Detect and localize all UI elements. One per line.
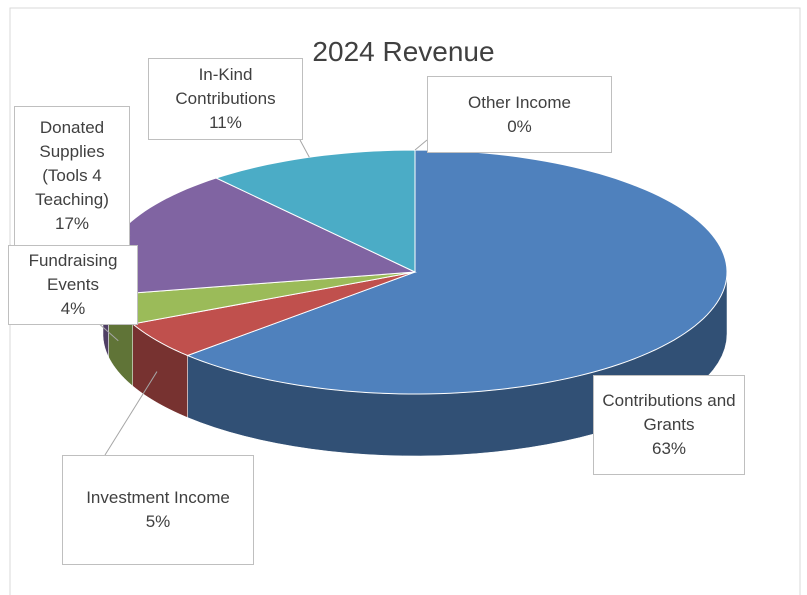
data-label: Donated Supplies (Tools 4 Teaching) 17%	[14, 106, 130, 246]
data-label: Fundraising Events 4%	[8, 245, 138, 325]
category-name: Donated Supplies (Tools 4 Teaching)	[35, 118, 109, 209]
data-label: Investment Income 5%	[62, 455, 254, 565]
category-name: Fundraising Events	[28, 251, 118, 294]
value-label: 5%	[145, 512, 171, 531]
leader-line	[299, 139, 310, 158]
value-label: 17%	[54, 214, 90, 233]
chart-title: 2024 Revenue	[312, 36, 495, 67]
category-name: In-Kind Contributions	[175, 65, 276, 108]
value-label: 4%	[60, 299, 86, 318]
value-label: 11%	[209, 113, 242, 132]
slice	[131, 271, 416, 357]
leader-line	[414, 139, 428, 151]
category-name: Other Income	[468, 92, 571, 112]
slice	[186, 149, 728, 395]
category-name: Contributions and Grants	[602, 391, 736, 434]
data-label: Contributions and Grants 63%	[593, 375, 745, 475]
category-name: Investment Income	[86, 488, 230, 507]
leader-line	[104, 371, 158, 456]
value-label: 63%	[651, 439, 687, 458]
slice	[214, 149, 416, 273]
data-label: Other Income 0%	[427, 76, 612, 153]
data-label: In-Kind Contributions 11%	[148, 58, 303, 140]
value-label: 0%	[507, 116, 532, 136]
